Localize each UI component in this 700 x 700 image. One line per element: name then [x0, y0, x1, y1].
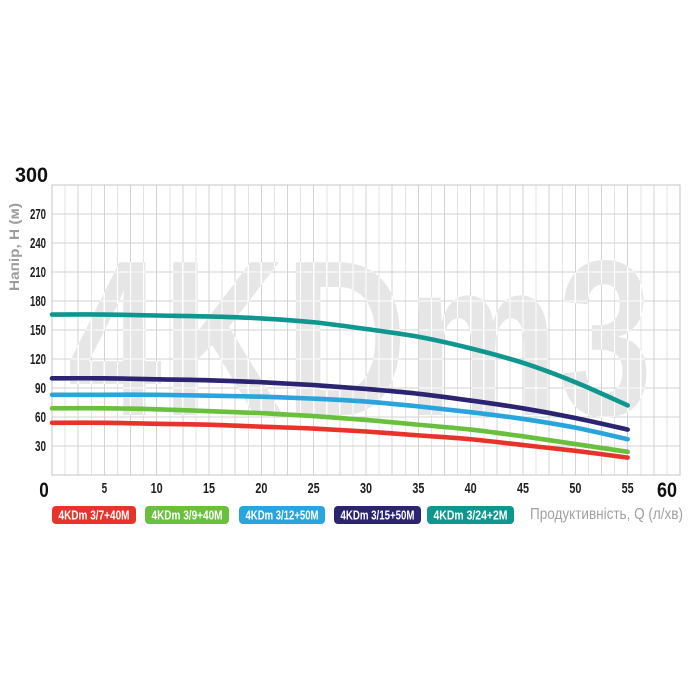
legend-item: 4KDm 3/15+50M: [334, 506, 421, 524]
series-curve-4: [49, 312, 630, 408]
y-tick-label: 90: [35, 380, 46, 397]
x-axis-ticks: 0 5 10 15 20 25 30 35 40 45 50 55 60: [39, 479, 677, 502]
y-tick-label: 210: [30, 264, 46, 281]
series-curve-2: [49, 392, 630, 442]
legend-badge: [427, 506, 514, 524]
y-tick-label: 30: [35, 438, 46, 455]
x-tick-label: 35: [412, 480, 424, 497]
legend-item: 4KDm 3/24+2M: [427, 506, 514, 524]
x-axis-title: Продуктивність, Q (л/хв): [530, 506, 683, 523]
legend-badge-label: 4KDm 3/15+50M: [341, 508, 415, 523]
legend-item: 4KDm 3/12+50M: [239, 506, 325, 524]
x-tick-label: 40: [465, 480, 477, 497]
legend-badge: [239, 506, 325, 524]
legend-badge-label: 4KDm 3/7+40M: [59, 508, 130, 523]
series-curve-0: [49, 420, 630, 460]
legend-item: 4KDm 3/7+40M: [52, 506, 136, 524]
legend-badge-label: 4KDm 3/12+50M: [246, 508, 319, 523]
legend-badge: [52, 506, 136, 524]
legend-item: 4KDm 3/9+40M: [145, 506, 229, 524]
legend-badge-label: 4KDm 3/9+40M: [152, 508, 223, 523]
x-tick-label: 10: [151, 480, 163, 497]
y-tick-label-bold: 300: [15, 164, 48, 187]
y-tick-label: 120: [30, 351, 46, 368]
x-tick-label-bold: 60: [657, 479, 677, 502]
y-tick-label: 270: [30, 206, 46, 223]
legend: 4KDm 3/7+40M 4KDm 3/9+40M 4KDm 3/12+50M 4KD…: [52, 506, 514, 524]
legend-badge: [334, 506, 421, 524]
x-tick-label: 50: [569, 480, 581, 497]
x-tick-label: 5: [102, 480, 108, 497]
plot-border: [51, 184, 681, 476]
y-tick-label: 60: [35, 409, 46, 426]
curves: [49, 312, 630, 460]
x-tick-label: 25: [308, 480, 320, 497]
x-tick-label: 55: [622, 480, 634, 497]
y-tick-label: 150: [30, 322, 46, 339]
y-axis-title: Напір, Н (м): [6, 203, 22, 291]
x-tick-label: 20: [255, 480, 267, 497]
y-axis-ticks: 30 60 90 120 150 180 210 240 270 300: [15, 164, 48, 455]
legend-badge: [145, 506, 229, 524]
x-tick-label: 30: [360, 480, 372, 497]
series-curve-3: [49, 375, 630, 432]
x-tick-label: 15: [203, 480, 215, 497]
x-tick-label-bold: 0: [39, 479, 49, 502]
y-tick-label: 180: [30, 293, 46, 310]
series-curve-1: [49, 405, 630, 455]
x-tick-label: 45: [517, 480, 529, 497]
legend-badge-label: 4KDm 3/24+2M: [434, 508, 508, 523]
y-tick-label: 240: [30, 235, 46, 252]
